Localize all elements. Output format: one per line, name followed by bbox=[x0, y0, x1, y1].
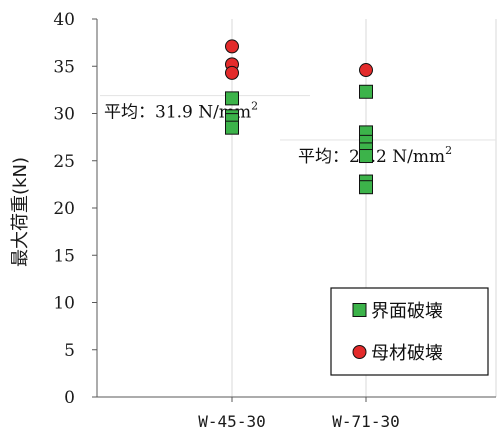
data-point-circle bbox=[225, 39, 239, 54]
y-tick-label: 10 bbox=[53, 294, 75, 314]
legend-label: 母材破壊 bbox=[371, 343, 443, 364]
data-point-circle bbox=[359, 63, 373, 78]
average-annotation: 平均：31.9 N/mm2 bbox=[104, 100, 258, 123]
y-axis-label: 最大荷重(kN) bbox=[10, 157, 31, 267]
y-tick-label: 30 bbox=[53, 105, 75, 125]
data-point-square bbox=[225, 120, 239, 135]
data-point-square bbox=[359, 149, 373, 164]
legend-label: 界面破壊 bbox=[371, 301, 443, 322]
data-points bbox=[225, 39, 373, 195]
y-tick-label: 0 bbox=[64, 388, 75, 408]
average-annotation-text: 平均：31.9 N/mm bbox=[104, 103, 251, 123]
data-point-square bbox=[359, 180, 373, 195]
y-tick-label: 35 bbox=[53, 57, 75, 77]
legend-marker-circle bbox=[352, 345, 367, 359]
y-tick-label: 25 bbox=[53, 152, 75, 172]
x-tick-label: W-71-30 bbox=[332, 412, 399, 431]
y-tick-label: 40 bbox=[53, 10, 75, 30]
average-annotation-superscript: 2 bbox=[445, 144, 452, 157]
y-tick-label: 20 bbox=[53, 199, 75, 219]
data-point-circle bbox=[225, 65, 239, 80]
average-annotation: 平均：27.2 N/mm2 bbox=[298, 144, 452, 167]
y-axis-ticks: 0 5 10 15 20 25 30 35 40 bbox=[53, 10, 97, 408]
legend-marker-square bbox=[352, 303, 367, 317]
average-lines bbox=[100, 94, 496, 141]
legend-box bbox=[330, 287, 489, 376]
average-annotation-superscript: 2 bbox=[251, 100, 258, 113]
y-tick-label: 15 bbox=[53, 246, 75, 266]
x-axis-ticks: W-45-30 W-71-30 bbox=[198, 397, 400, 431]
x-tick-label: W-45-30 bbox=[198, 412, 265, 431]
data-point-square bbox=[225, 91, 239, 106]
y-tick-label: 5 bbox=[64, 341, 75, 361]
data-point-square bbox=[359, 84, 373, 99]
